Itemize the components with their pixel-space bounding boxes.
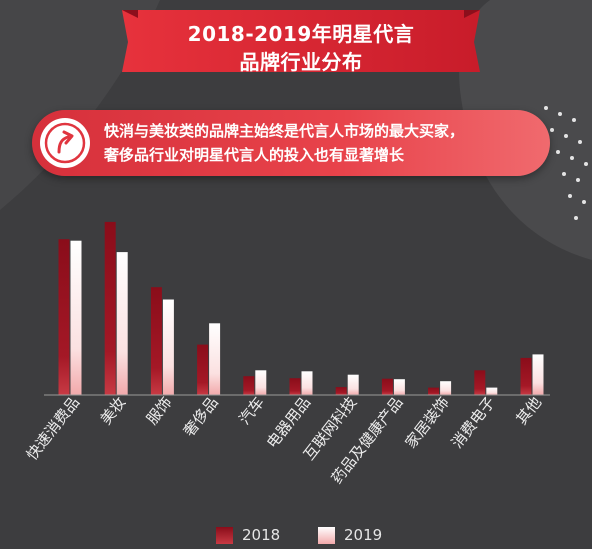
bar-2019-5 xyxy=(301,371,313,395)
callout-text: 快消与美妆类的品牌主始终是代言人市场的最大买家， 奢侈品行业对明星代言人的投入也… xyxy=(104,119,544,167)
dot-pattern xyxy=(544,106,588,220)
legend-swatch-2019 xyxy=(318,527,335,544)
bar-2019-9 xyxy=(486,387,498,395)
bar-2019-10 xyxy=(532,354,544,395)
legend-swatch-2018 xyxy=(216,527,233,544)
page-title-line1: 2018-2019年明星代言 xyxy=(187,22,415,46)
bar-2019-1 xyxy=(116,252,128,395)
bar-2018-9 xyxy=(474,370,486,395)
x-tick-label-2: 服饰 xyxy=(143,393,176,428)
x-tick-label-9: 消费电子 xyxy=(448,393,499,451)
bar-2018-5 xyxy=(289,378,301,395)
bar-2018-1 xyxy=(104,221,116,395)
bar-2019-0 xyxy=(70,240,82,395)
legend-label-2018: 2018 xyxy=(242,526,281,544)
bar-2019-4 xyxy=(255,370,267,395)
bar-2019-3 xyxy=(209,323,221,395)
legend: 2018 2019 xyxy=(0,524,592,546)
bar-2018-0 xyxy=(58,239,70,395)
insight-callout: 快消与美妆类的品牌主始终是代言人市场的最大买家， 奢侈品行业对明星代言人的投入也… xyxy=(32,110,550,176)
bar-2018-8 xyxy=(428,387,440,395)
legend-label-2019: 2019 xyxy=(344,526,383,544)
bar-2019-6 xyxy=(347,374,359,395)
x-tick-label-10: 其他 xyxy=(512,393,545,428)
x-tick-label-8: 家居装饰 xyxy=(402,393,453,451)
x-tick-label-1: 美妆 xyxy=(97,393,130,428)
bar-2018-2 xyxy=(150,287,162,395)
callout-line2: 奢侈品行业对明星代言人的投入也有显著增长 xyxy=(104,146,405,164)
callout-line1: 快消与美妆类的品牌主始终是代言人市场的最大买家， xyxy=(104,122,465,140)
bar-2019-7 xyxy=(393,379,405,395)
bars-group xyxy=(58,221,544,395)
bar-2018-7 xyxy=(381,378,393,395)
bar-2019-2 xyxy=(162,299,174,395)
x-tick-label-0: 快速消费品 xyxy=(23,393,83,463)
page-title-line2: 品牌行业分布 xyxy=(239,50,363,74)
x-tick-label-3: 奢侈品 xyxy=(180,393,222,440)
bar-2019-8 xyxy=(440,381,452,395)
x-tick-label-4: 汽车 xyxy=(235,393,268,428)
up-arrow-circle-icon xyxy=(40,118,90,168)
bar-2018-4 xyxy=(243,376,255,395)
ribbon-shape xyxy=(122,10,480,72)
title-ribbon: 2018-2019年明星代言 品牌行业分布 xyxy=(116,8,486,74)
bar-2018-10 xyxy=(520,357,532,395)
bar-2018-3 xyxy=(197,344,209,395)
bar-2018-6 xyxy=(335,387,347,395)
